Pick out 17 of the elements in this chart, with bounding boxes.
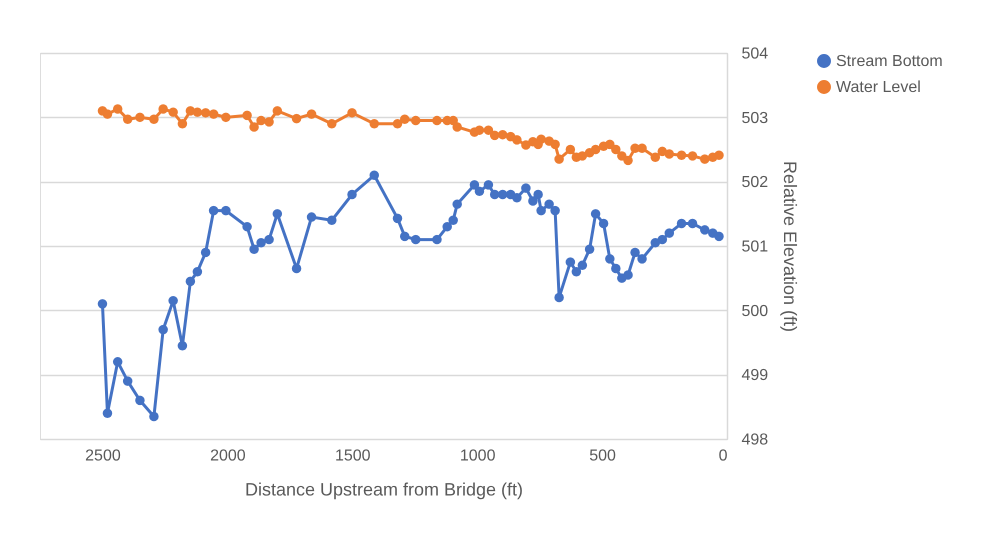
y-tick-label: 502 — [742, 174, 768, 192]
x-tick-label: 2000 — [210, 448, 246, 464]
x-tick-label: 2500 — [85, 448, 121, 464]
legend-label: Water Level — [836, 79, 921, 96]
x-axis-title: Distance Upstream from Bridge (ft) — [244, 480, 524, 500]
y-tick-label: 500 — [742, 302, 768, 320]
x-tick-label: 500 — [589, 448, 616, 464]
x-tick-label: 1500 — [334, 448, 371, 464]
y-tick-label: 503 — [742, 110, 768, 127]
y-tick-label: 499 — [742, 367, 768, 384]
y-tick-label: 504 — [742, 46, 768, 62]
y-tick-label: 501 — [742, 238, 768, 256]
y-axis-title: Relative Elevation (ft) — [780, 160, 800, 332]
legend-label: Stream Bottom — [836, 53, 943, 70]
x-tick-label: 0 — [718, 448, 728, 464]
y-tick-label: 498 — [742, 432, 768, 448]
x-tick-label: 1000 — [460, 448, 496, 464]
